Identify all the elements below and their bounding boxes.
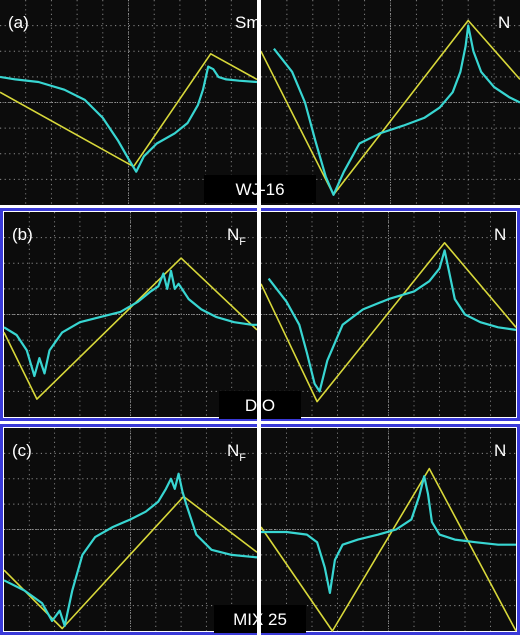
phase-label: N [494, 441, 506, 460]
scope-grid [4, 428, 257, 631]
phase-label: NF [227, 441, 246, 464]
row-label: (b) [12, 225, 33, 244]
scope-grid [0, 0, 257, 205]
drive-voltage-trace [260, 19, 520, 196]
scope-panel-1-2: N [260, 0, 520, 205]
phase-label: N [498, 13, 510, 32]
row-2: NF(b)NDIO [0, 208, 520, 421]
current-response-trace [267, 249, 517, 393]
scope-panel-3-2: N [260, 428, 517, 632]
row-1: SmA(a)NWJ-16 [0, 0, 520, 205]
phase-label: N [494, 225, 506, 244]
row-label: (a) [8, 13, 29, 32]
current-response-trace [261, 475, 516, 595]
row-label: (c) [12, 441, 32, 460]
drive-voltage-trace [3, 257, 258, 400]
current-response-trace [3, 269, 257, 378]
drive-voltage-trace [260, 467, 517, 632]
phase-label-subscript: F [239, 236, 246, 248]
scope-panel-3-1: NF (c) [3, 428, 258, 631]
current-response-trace [273, 24, 520, 196]
scope-grid [261, 0, 520, 205]
phase-label-subscript: F [239, 452, 246, 464]
current-response-trace [0, 65, 258, 173]
drive-voltage-trace [3, 495, 258, 630]
phase-label-main: N [227, 225, 239, 244]
phase-label: NF [227, 225, 246, 248]
scope-panel-1-1: SmA(a) [0, 0, 273, 205]
scope-grid [261, 428, 516, 631]
phase-label-main: N [227, 441, 239, 460]
drive-voltage-trace [260, 242, 517, 403]
current-response-trace [3, 472, 258, 628]
scope-panel-2-1: NF (b) [3, 212, 258, 417]
drive-voltage-trace [0, 52, 258, 168]
scope-panel-2-2: N [260, 212, 517, 417]
panel-separator [257, 0, 261, 635]
